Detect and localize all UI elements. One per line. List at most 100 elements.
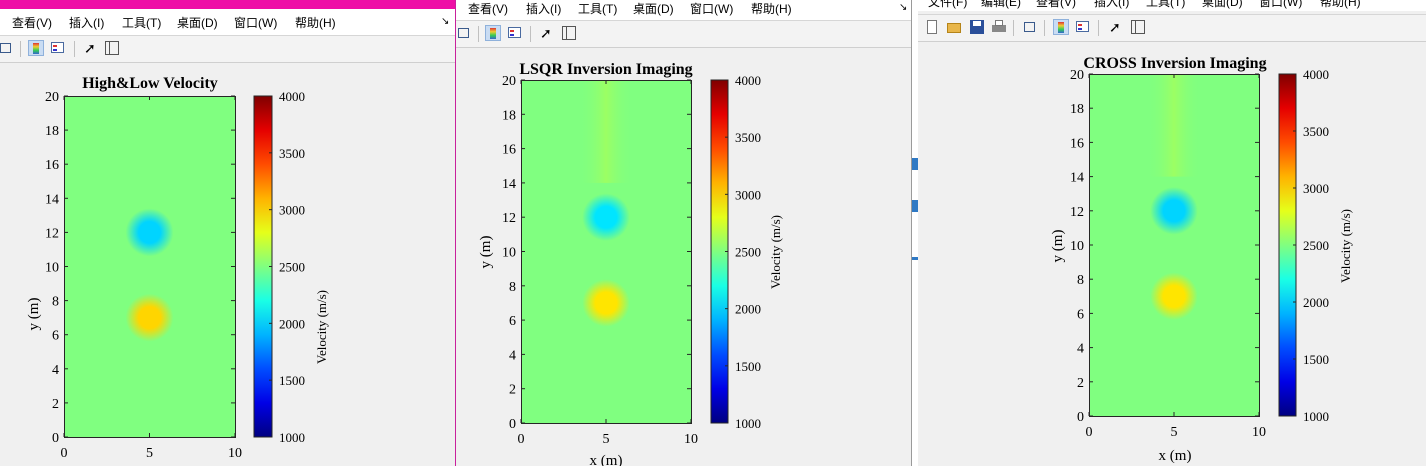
y-tick-label: 16 [1070, 136, 1084, 151]
y-tick-label: 10 [502, 246, 516, 261]
y-tick-label: 14 [1070, 171, 1084, 186]
print-icon[interactable] [991, 19, 1007, 35]
heatmap-smear [1146, 74, 1202, 177]
edit-plot-cursor-icon[interactable]: ➚ [540, 25, 552, 41]
save-icon[interactable] [969, 19, 985, 35]
x-tick-label: 5 [1171, 425, 1178, 440]
toolbar: ➚ [918, 14, 1426, 42]
colorbar-tick-label: 1500 [279, 373, 305, 388]
colorbar-toggle-icon[interactable] [28, 40, 44, 56]
menu-desktop[interactable]: 桌面(D) [633, 2, 674, 16]
y-axis-label: y (m) [1050, 230, 1066, 263]
x-axis-label: x (m) [590, 453, 623, 466]
menu-help[interactable]: 帮助(H) [751, 2, 792, 16]
colorbar-label: Velocity (m/s) [1338, 209, 1353, 283]
y-axis-label: y (m) [26, 298, 42, 331]
menu-help[interactable]: 帮助(H) [1320, 0, 1361, 9]
plot-title: High&Low Velocity [82, 75, 218, 92]
heatmap-anomaly [125, 293, 174, 342]
colorbar-tick-label: 3000 [735, 187, 761, 202]
property-inspector-icon[interactable] [561, 25, 577, 41]
colorbar-tick-label: 2500 [279, 260, 305, 275]
y-tick-label: 2 [509, 383, 516, 398]
colorbar-tick-label: 2500 [735, 245, 761, 260]
menu-insert[interactable]: 插入(I) [69, 16, 105, 30]
link-plot-icon[interactable] [456, 25, 472, 41]
property-inspector-icon[interactable] [1130, 19, 1146, 35]
colorbar-label: Velocity (m/s) [768, 215, 783, 289]
menu-desktop[interactable]: 桌面(D) [1202, 0, 1243, 9]
y-tick-label: 8 [1077, 273, 1084, 288]
menu-view[interactable]: 查看(V) [468, 2, 508, 16]
toolbar: ➚ [0, 35, 455, 63]
colorbar-tick-label: 4000 [1303, 67, 1329, 82]
colorbar-tick-label: 3000 [279, 203, 305, 218]
colorbar-tick-label: 1500 [735, 359, 761, 374]
x-tick-label: 0 [518, 432, 525, 447]
y-axis-label: y (m) [478, 236, 494, 269]
menu-tools[interactable]: 工具(T) [1146, 0, 1186, 9]
menu-bar: 查看(V) 插入(I) 工具(T) 桌面(D) 窗口(W) 帮助(H) ↘ [0, 9, 455, 35]
y-tick-label: 20 [1070, 68, 1084, 83]
y-tick-label: 2 [52, 397, 59, 412]
window-border [911, 0, 918, 466]
colorbar-toggle-icon[interactable] [485, 25, 501, 41]
y-tick-label: 0 [509, 417, 516, 432]
heatmap-anomaly [125, 208, 174, 257]
menu-edit[interactable]: 编辑(E) [981, 0, 1021, 9]
window-border [455, 0, 456, 466]
edit-plot-cursor-icon[interactable]: ➚ [1109, 19, 1121, 35]
legend-toggle-icon[interactable] [507, 25, 523, 41]
property-inspector-icon[interactable] [104, 40, 120, 56]
y-tick-label: 18 [45, 124, 59, 139]
menu-desktop[interactable]: 桌面(D) [177, 16, 218, 30]
menu-window[interactable]: 窗口(W) [690, 2, 734, 16]
y-tick-label: 16 [502, 143, 516, 158]
dock-arrow-icon[interactable]: ↘ [899, 2, 908, 13]
menu-tools[interactable]: 工具(T) [578, 2, 618, 16]
background-window-fragment [912, 158, 918, 170]
legend-toggle-icon[interactable] [50, 40, 66, 56]
link-plot-icon[interactable] [0, 40, 14, 56]
menu-view[interactable]: 查看(V) [12, 16, 52, 30]
plot-title: CROSS Inversion Imaging [1083, 55, 1266, 72]
menu-window[interactable]: 窗口(W) [234, 16, 278, 30]
colorbar-tick-label: 2000 [279, 316, 305, 331]
figure-window-3: 文件(F) 编辑(E) 查看(V) 插入(I) 工具(T) 桌面(D) 窗口(W… [918, 0, 1426, 466]
heatmap-anomaly [1150, 272, 1198, 321]
heatmap-background [64, 96, 235, 437]
x-tick-label: 0 [1086, 425, 1093, 440]
y-tick-label: 2 [1077, 376, 1084, 391]
y-tick-label: 4 [52, 363, 59, 378]
y-tick-label: 8 [52, 295, 59, 310]
y-tick-label: 0 [1077, 410, 1084, 425]
menu-file[interactable]: 文件(F) [928, 0, 968, 9]
dock-arrow-icon[interactable]: ↘ [441, 16, 450, 27]
colorbar-toggle-icon[interactable] [1053, 19, 1069, 35]
colorbar-tick-label: 4000 [735, 73, 761, 88]
plot-title: LSQR Inversion Imaging [519, 61, 692, 78]
y-tick-label: 4 [509, 348, 516, 363]
menu-window[interactable]: 窗口(W) [1259, 0, 1303, 9]
figure-canvas: LSQR Inversion Imaging y (m) x (m) Veloc… [478, 61, 783, 466]
colorbar-tick-label: 1000 [279, 430, 305, 445]
menu-insert[interactable]: 插入(I) [526, 2, 562, 16]
new-figure-icon[interactable] [924, 19, 940, 35]
x-tick-label: 0 [61, 446, 68, 461]
figure-window-1: 查看(V) 插入(I) 工具(T) 桌面(D) 窗口(W) 帮助(H) ↘ ➚ … [0, 0, 455, 466]
heatmap-anomaly [1150, 187, 1198, 235]
edit-plot-cursor-icon[interactable]: ➚ [84, 40, 96, 56]
legend-toggle-icon[interactable] [1075, 19, 1091, 35]
menu-view[interactable]: 查看(V) [1036, 0, 1076, 9]
y-tick-label: 10 [45, 261, 59, 276]
figure-canvas: CROSS Inversion Imaging y (m) x (m) Velo… [1050, 55, 1353, 464]
menu-tools[interactable]: 工具(T) [122, 16, 162, 30]
window-title-bar[interactable] [0, 0, 455, 9]
link-plot-icon[interactable] [1022, 19, 1038, 35]
menu-insert[interactable]: 插入(I) [1094, 0, 1130, 9]
colorbar-tick-label: 4000 [279, 89, 305, 104]
menu-bar: 文件(F) 编辑(E) 查看(V) 插入(I) 工具(T) 桌面(D) 窗口(W… [918, 0, 1426, 11]
colorbar-tick-label: 1000 [735, 416, 761, 431]
menu-help[interactable]: 帮助(H) [295, 16, 336, 30]
open-file-icon[interactable] [946, 19, 962, 35]
